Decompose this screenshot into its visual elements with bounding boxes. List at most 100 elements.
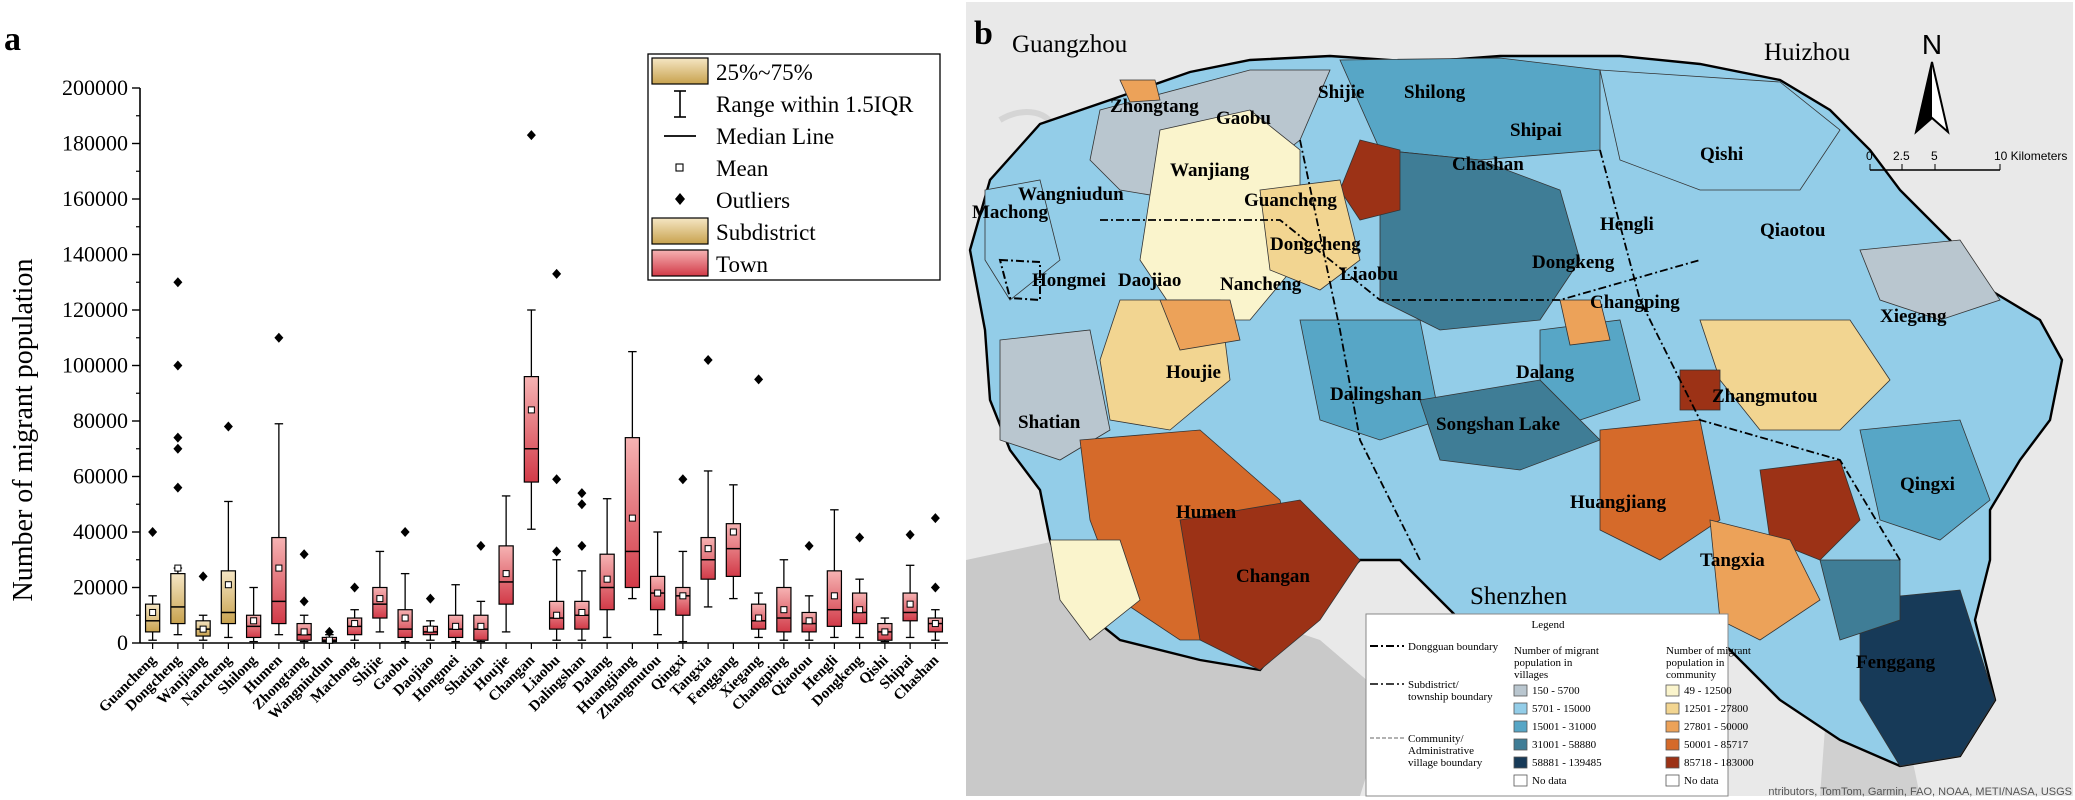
y-axis-title: Number of migrant population: [8, 259, 39, 602]
legend-class-label: 12501 - 27800: [1684, 703, 1749, 715]
legend-township-label: Subdistrict/township boundary: [1408, 679, 1493, 703]
map-label-guancheng: Guancheng: [1244, 190, 1337, 211]
map-label-nancheng: Nancheng: [1220, 274, 1302, 295]
map-label-songshan-lake: Songshan Lake: [1436, 414, 1560, 435]
legend-community-title: Number of migrant population in community: [1666, 645, 1751, 681]
legend-mean-symbol: [675, 163, 684, 172]
box-dalingshan: [574, 488, 590, 641]
map-label-liaobu: Liaobu: [1340, 264, 1399, 285]
iqr-box: [220, 570, 237, 625]
dalang-communities: [1559, 299, 1611, 346]
map-label-daojiao: Daojiao: [1118, 270, 1181, 291]
box-dongkeng: [851, 532, 868, 639]
legend-villages-classes: 150 - 5700 5701 - 15000 15001 - 31000 31001…: [1513, 684, 1602, 787]
map-label-zhongtang: Zhongtang: [1110, 96, 1199, 117]
box-qiaotou: [801, 540, 817, 641]
mean-marker: [729, 528, 737, 536]
box-shijie: [372, 550, 388, 633]
box-zhangmutou: [649, 531, 666, 636]
mean-marker: [805, 617, 813, 625]
map-label-shipai: Shipai: [1510, 120, 1562, 141]
outlier-marker: [400, 527, 410, 537]
iqr-box: [700, 536, 716, 580]
legend-whisker-symbol: [674, 90, 686, 118]
y-tick-label: 60000: [73, 464, 128, 489]
map-label-humen: Humen: [1176, 502, 1237, 523]
legend-nodata-label: No data: [1684, 775, 1719, 787]
legend-outliers-label: Outliers: [716, 188, 790, 213]
panel-b-label: b: [974, 15, 993, 52]
legend-class-label: 31001 - 58880: [1532, 739, 1597, 751]
outlier-marker: [552, 546, 562, 557]
iqr-box: [144, 603, 161, 633]
box-wangniudun: [321, 626, 338, 644]
nancheng-communities: [1259, 179, 1361, 291]
outlier-marker: [804, 540, 814, 551]
mean-marker: [376, 595, 384, 603]
panel-a: a Number of migrant population 0 20000 400…: [4, 21, 948, 723]
map-attribution: ntributors, TomTom, Garmin, FAO, NOAA, M…: [1768, 786, 2072, 798]
y-tick-label: 200000: [62, 75, 128, 100]
map-label-dongkeng: Dongkeng: [1532, 252, 1615, 273]
map-label-qingxi: Qingxi: [1900, 474, 1955, 495]
township-boundary-3: [1599, 149, 1901, 561]
legend-iqr-label: 25%~75%: [716, 60, 813, 85]
north-arrow: N: [1914, 29, 1950, 135]
box-fenggang: [725, 484, 742, 600]
north-arrow-fill: [1916, 62, 1932, 132]
legend-range-label: Range within 1.5IQR: [716, 92, 914, 117]
legend-class-swatch: [1665, 720, 1680, 733]
scale-tick-2: 5: [1931, 149, 1938, 163]
y-tick-label: 80000: [73, 408, 128, 433]
city-shenzhen: Shenzhen: [1470, 583, 1568, 610]
box-hongmei: [447, 584, 464, 643]
map-label-shatian: Shatian: [1018, 412, 1081, 433]
legend-class-swatch: [1513, 684, 1528, 697]
box-xiegang: [750, 374, 767, 639]
box-dongcheng: [170, 277, 186, 636]
mean-marker: [149, 608, 157, 616]
y-tick-label: 140000: [62, 242, 128, 267]
qishi-villages: [1599, 69, 1841, 191]
mean-marker: [300, 628, 308, 636]
box-nancheng: [220, 421, 237, 639]
outlier-marker: [855, 532, 865, 543]
legend-outlier-symbol: [675, 193, 685, 205]
iqr-box: [170, 573, 186, 625]
map-label-dalang: Dalang: [1516, 362, 1575, 383]
legend-class-label: 58881 - 139485: [1532, 757, 1602, 769]
huangjiang-communities: [1599, 419, 1721, 561]
xiegang-villages: [1859, 239, 2001, 321]
box-hengli: [826, 509, 843, 639]
y-tick-label: 180000: [62, 131, 128, 156]
scale-tick-3: 10 Kilometers: [1994, 149, 2067, 163]
y-axis: 0 20000 40000 60000 80000 100000 120000 140000 1…: [62, 75, 141, 655]
outlier-marker: [173, 360, 183, 371]
city-huizhou: Huizhou: [1764, 39, 1851, 66]
box-changping: [776, 559, 792, 641]
box-guancheng: [144, 527, 161, 641]
outlier-marker: [299, 549, 309, 560]
scale-tick-0: 0: [1866, 149, 1873, 163]
mean-marker: [275, 564, 283, 572]
box-houjie: [498, 495, 514, 633]
outlier-marker: [350, 582, 360, 593]
map-label-changping: Changping: [1590, 292, 1680, 313]
outlier-marker: [526, 130, 536, 141]
map-label-dalingshan: Dalingshan: [1330, 384, 1422, 405]
legend-class-swatch: [1665, 756, 1680, 769]
outlier-marker: [703, 354, 713, 365]
outlier-marker: [754, 374, 764, 385]
legend-village-label: Community/Administrative village boundary: [1408, 733, 1483, 769]
outlier-marker: [425, 593, 435, 604]
legend-subdistrict-swatch: [651, 217, 709, 245]
outlier-marker: [552, 268, 562, 279]
legend-frame: [647, 53, 941, 281]
central-villages: [1379, 149, 1581, 331]
map-label-hengli: Hengli: [1600, 214, 1654, 235]
legend-town-swatch: [651, 249, 709, 277]
outlier-marker: [299, 596, 309, 607]
outlier-marker: [173, 432, 183, 443]
outlier-marker: [678, 474, 688, 485]
